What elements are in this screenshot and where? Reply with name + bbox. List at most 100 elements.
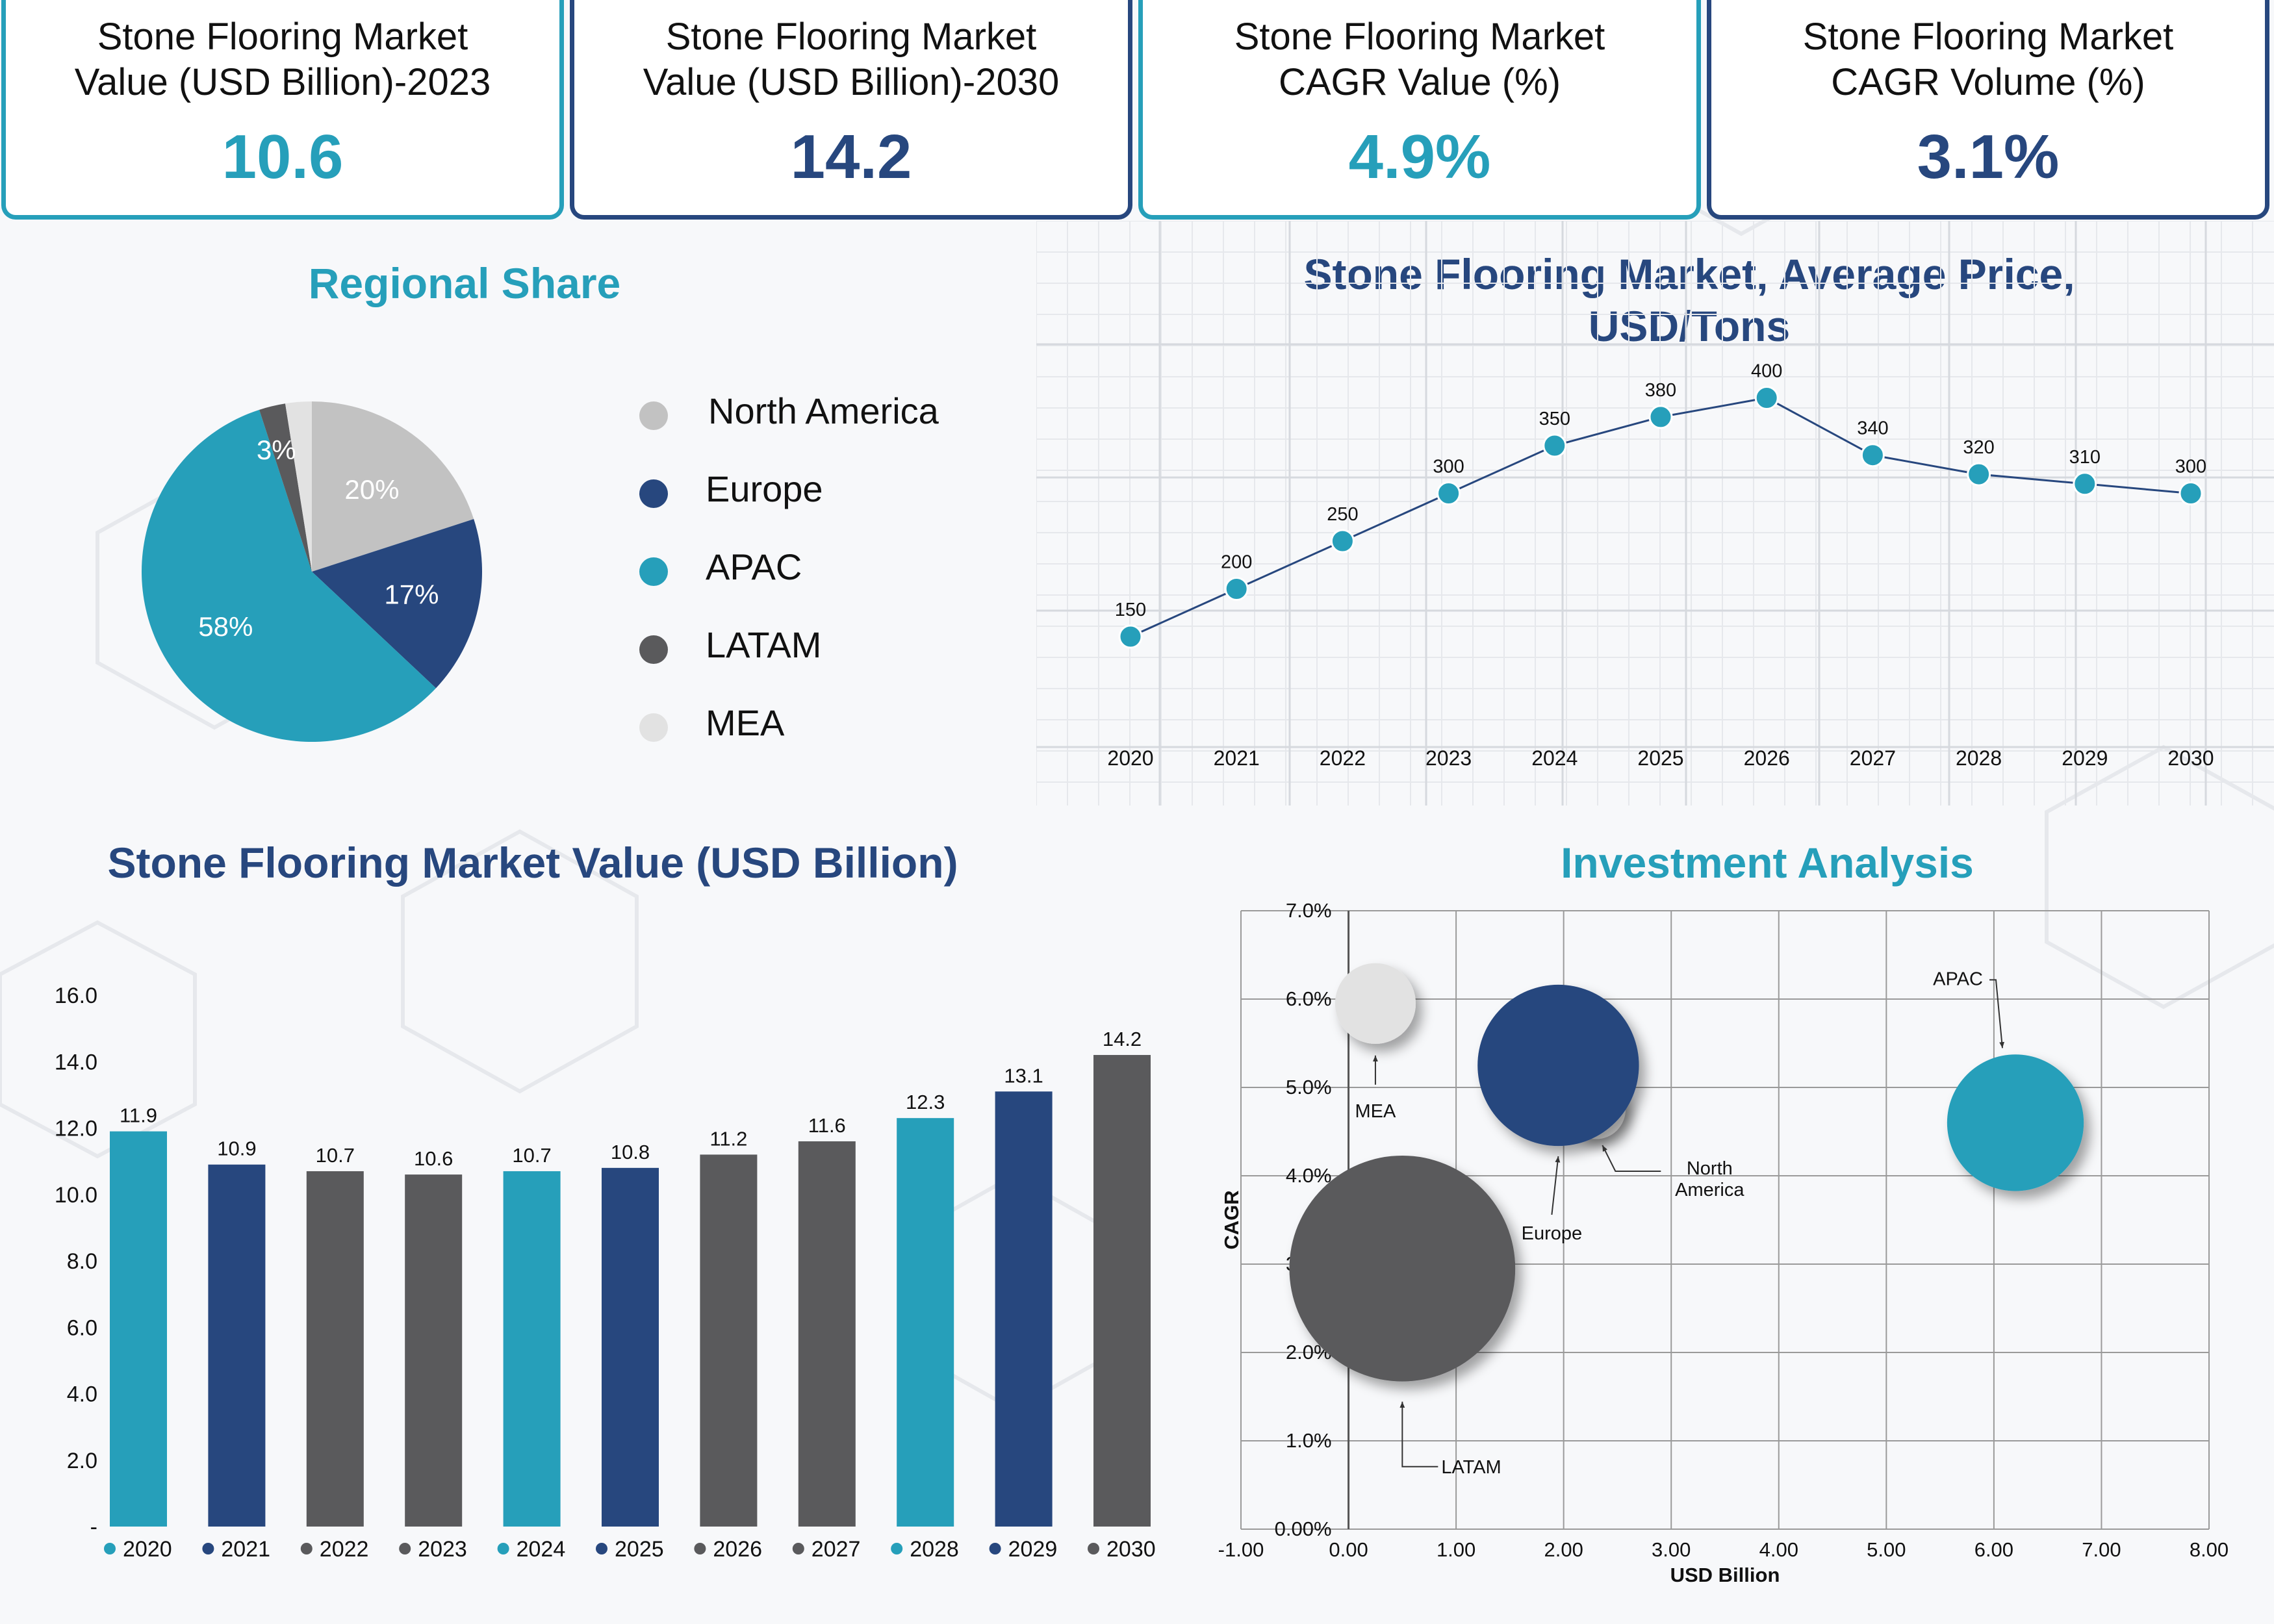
- price-x-tick-label: 2029: [2062, 746, 2108, 770]
- legend-swatch: [639, 401, 668, 430]
- price-point-2021: [1224, 577, 1249, 601]
- kpi-value: 3.1%: [1917, 122, 2060, 192]
- bar-legend-label: 2027: [811, 1537, 861, 1562]
- bubble-chart-title: Investment Analysis: [1561, 839, 1974, 887]
- europe-leader-line-arrow: [1555, 1156, 1561, 1163]
- price-point-2024: [1542, 433, 1567, 458]
- kpi-value: 4.9%: [1348, 122, 1491, 192]
- price-point-2028: [1967, 462, 1991, 487]
- bubble-x-tick-label: 6.00: [1974, 1538, 2013, 1561]
- europe-leader-line: [1551, 1156, 1559, 1215]
- bar-legend-label: 2026: [713, 1537, 762, 1562]
- bubble-europe: [1477, 984, 1639, 1147]
- price-point-2020: [1118, 624, 1143, 649]
- bubble-y-tick-label: 4.0%: [1286, 1164, 1332, 1187]
- price-grid: [1036, 221, 2274, 806]
- legend-swatch: [989, 1543, 1001, 1554]
- pie-slice-mea: [285, 401, 312, 572]
- legend-swatch: [639, 557, 668, 586]
- bubble-y-tick-label: 5.0%: [1286, 1076, 1332, 1098]
- legend-swatch: [694, 1543, 706, 1554]
- pie-slice-europe: [312, 519, 482, 689]
- legend-label: APAC: [706, 546, 802, 587]
- price-x-tick-label: 2025: [1637, 746, 1683, 770]
- bubble-x-tick-label: 4.00: [1759, 1538, 1798, 1561]
- bar-value-label: 10.9: [217, 1137, 256, 1160]
- latam-leader-line: [1401, 1401, 1438, 1467]
- bubble-latam: [1289, 1155, 1516, 1382]
- bar-2028: [897, 1118, 954, 1527]
- bar-legend-label: 2030: [1106, 1537, 1156, 1562]
- price-data-label: 200: [1221, 552, 1252, 573]
- kpi-card-value-2030: Stone Flooring Market Value (USD Billion)…: [570, 0, 1132, 220]
- bar-value-label: 10.7: [512, 1144, 551, 1167]
- pie-slice-label: 3%: [257, 435, 296, 465]
- apac-leader-line-arrow: [1999, 1041, 2005, 1048]
- bar-chart-title: Stone Flooring Market Value (USD Billion…: [107, 839, 958, 887]
- pie-slice-label: 58%: [198, 611, 253, 642]
- bubble-y-tick-label: 7.0%: [1286, 899, 1332, 922]
- price-x-tick-label: 2026: [1744, 746, 1790, 770]
- legend-swatch: [104, 1543, 116, 1554]
- bar-2025: [602, 1167, 659, 1527]
- bubble-label-mea: MEA: [1355, 1101, 1397, 1122]
- price-x-tick-label: 2024: [1531, 746, 1578, 770]
- bubble-label-north-america: America: [1675, 1180, 1744, 1200]
- bar-legend-label: 2022: [320, 1537, 369, 1562]
- bar-legend-label: 2023: [418, 1537, 467, 1562]
- kpi-label: Stone Flooring Market Value (USD Billion)…: [643, 16, 1060, 103]
- price-point-2030: [2178, 481, 2203, 505]
- price-major-grid: [1036, 221, 2274, 806]
- bubble-mea: [1335, 963, 1416, 1044]
- bubble-x-tick-label: 2.00: [1544, 1538, 1583, 1561]
- bar-2023: [405, 1174, 463, 1527]
- bubble-y-axis-label: CAGR: [1220, 1190, 1243, 1249]
- bar-2026: [700, 1154, 758, 1527]
- bubble-x-tick-label: 5.00: [1867, 1538, 1906, 1561]
- price-point-2026: [1754, 386, 1779, 410]
- price-data-label: 350: [1539, 409, 1570, 429]
- bar-y-tick-label: 2.0: [67, 1449, 97, 1473]
- bar-y-tick-label: 6.0: [67, 1315, 97, 1340]
- price-point-2023: [1437, 481, 1461, 505]
- price-x-tick-label: 2020: [1107, 746, 1153, 770]
- bar-2024: [503, 1171, 561, 1527]
- bubble-x-tick-label: -1.00: [1218, 1538, 1264, 1561]
- bar-y-tick-label: 4.0: [67, 1382, 97, 1407]
- bar-2020: [110, 1131, 167, 1527]
- apac-leader-line: [1989, 979, 2003, 1048]
- pie-slice-label: 20%: [344, 474, 399, 505]
- bubble-x-tick-label: 8.00: [2190, 1538, 2229, 1561]
- pie-slice-north-america: [312, 401, 474, 572]
- bubble-x-tick-label: 1.00: [1437, 1538, 1476, 1561]
- bar-value-label: 13.1: [1004, 1064, 1043, 1087]
- bubble-label-apac: APAC: [1933, 969, 1983, 989]
- legend-label: North America: [708, 390, 939, 431]
- mea-leader-line-arrow: [1373, 1055, 1378, 1062]
- kpi-label: Stone Flooring Market CAGR Value (%): [1234, 16, 1605, 103]
- bar-y-tick-label: -: [90, 1515, 97, 1540]
- bar-y-tick-label: 12.0: [55, 1117, 97, 1141]
- bar-value-label: 11.6: [808, 1114, 846, 1137]
- pie-chart: 20% 17% 58% 3%: [142, 401, 482, 742]
- legend-swatch: [891, 1543, 903, 1554]
- legend-swatch: [639, 635, 668, 664]
- bar-2029: [995, 1091, 1053, 1527]
- price-data-label: 400: [1751, 361, 1782, 382]
- bubble-label-latam: LATAM: [1441, 1457, 1501, 1478]
- price-point-2022: [1330, 529, 1355, 553]
- legend-label: LATAM: [706, 624, 822, 665]
- price-x-tick-label: 2021: [1214, 746, 1260, 770]
- north-america-leader-line: [1602, 1145, 1661, 1172]
- bar-2027: [798, 1141, 856, 1527]
- legend-swatch: [399, 1543, 411, 1554]
- price-chart-title: Stone Flooring Market, Average Price, USD…: [1303, 250, 2075, 350]
- price-x-tick-label: 2030: [2167, 746, 2214, 770]
- bar-legend-label: 2025: [615, 1537, 664, 1562]
- legend-swatch: [300, 1543, 313, 1554]
- bar-legend-label: 2028: [910, 1537, 959, 1562]
- bar-2022: [306, 1171, 364, 1527]
- bar-legend-label: 2024: [517, 1537, 566, 1562]
- kpi-card-cagr-volume: Stone Flooring Market CAGR Volume (%) 3.1…: [1707, 0, 2269, 220]
- market-value-bar-chart: - 2.0 4.0 6.0 8.0 10.0 12.0 14.0 16.0 11.9 2020 10.…: [55, 983, 1156, 1562]
